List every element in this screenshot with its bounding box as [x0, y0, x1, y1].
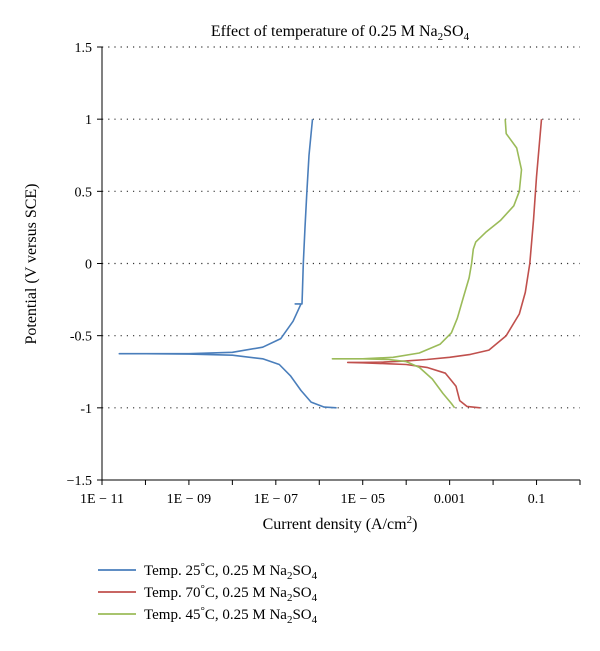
- x-tick-label: 0.001: [434, 492, 466, 507]
- legend-label-1: Temp. 25°C, 0.25 M Na2SO4: [144, 561, 318, 582]
- series-line-1: [118, 119, 337, 409]
- y-tick-label: -0.5: [70, 330, 92, 345]
- x-tick-label: 1E − 11: [80, 492, 124, 507]
- x-tick-label: 1E − 09: [167, 492, 211, 507]
- legend-label-3: Temp. 45°C, 0.25 M Na2SO4: [144, 605, 318, 626]
- y-tick-label: 1.5: [75, 41, 93, 56]
- x-tick-label: 0.1: [528, 492, 546, 507]
- y-tick-label: 0.5: [75, 185, 93, 200]
- chart-title: Effect of temperature of 0.25 M Na2SO4: [211, 23, 470, 43]
- y-tick-label: 1: [85, 113, 92, 128]
- tick-labels: 1.5 1 0.5 0 -0.5 -1 −1.5 1E − 11 1E − 09 1E − 07 1…: [67, 41, 546, 507]
- x-axis-title: Current density (A/cm2): [263, 514, 418, 533]
- axes: [97, 46, 581, 485]
- series-line-2: [346, 119, 543, 409]
- legend-label-2: Temp. 70°C, 0.25 M Na2SO4: [144, 583, 318, 604]
- series-lines: [118, 119, 543, 409]
- x-tick-label: 1E − 07: [254, 492, 298, 507]
- y-tick-label: -1: [80, 402, 92, 417]
- y-tick-label: 0: [85, 258, 92, 273]
- series-line-3: [331, 119, 523, 409]
- x-tick-label: 1E − 05: [341, 492, 385, 507]
- y-tick-label: −1.5: [67, 474, 92, 489]
- y-axis-title: Potential (V versus SCE): [23, 183, 40, 344]
